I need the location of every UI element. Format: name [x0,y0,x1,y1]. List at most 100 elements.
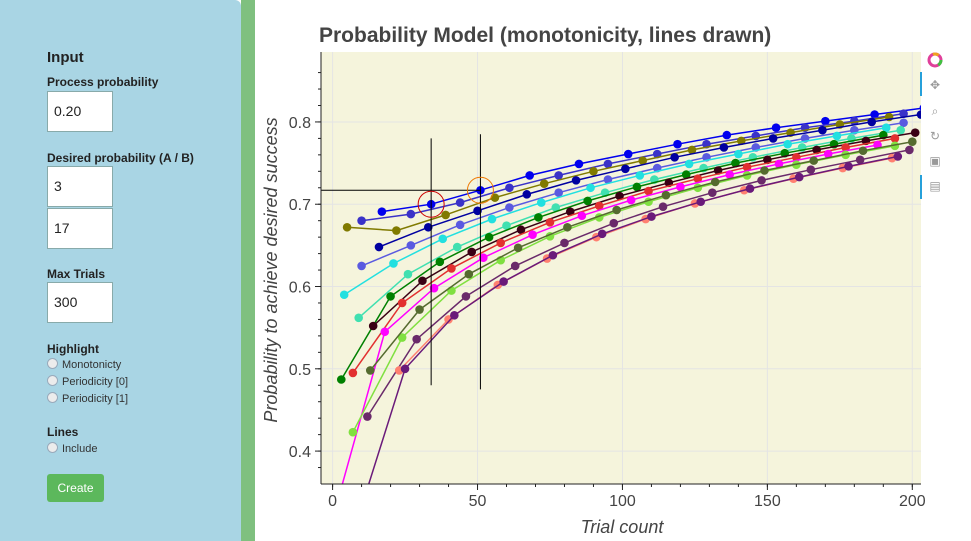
highlight-option-periodicity-1[interactable]: Periodicity [1] [47,392,128,406]
series-line-0 [381,107,921,213]
probability-chart[interactable]: 0 50 100 150 200 0.4 0.5 0.6 0.7 0.8 Probability … [255,0,971,541]
data-point [583,196,592,206]
series-layer [336,104,921,484]
create-button[interactable]: Create [47,474,104,502]
data-point [589,167,598,176]
highlight-circle [466,176,494,204]
data-point [899,118,908,128]
data-point [348,368,358,378]
series-line-4 [361,122,904,267]
radio-icon[interactable] [47,442,58,453]
data-point [455,198,465,207]
radio-icon[interactable] [47,375,58,386]
data-point [461,292,471,301]
data-point [516,225,526,235]
data-point [809,156,819,165]
series-line-9 [352,137,896,374]
data-point [464,269,474,279]
data-point [736,136,746,146]
chart-title: Probability Model (monotonicity, lines d… [319,24,771,47]
data-point [794,172,804,182]
toolbar-active-indicator [920,72,922,96]
save-icon[interactable]: ▣ [929,154,941,168]
data-point [574,159,584,169]
process-probability-input[interactable]: 0.20 [47,91,113,132]
data-point [916,110,921,119]
data-point [447,286,456,295]
data-point [392,226,401,235]
pan-icon[interactable]: ✥ [929,78,941,92]
hover-icon[interactable]: ▤ [929,179,941,193]
radio-icon[interactable] [47,392,58,403]
data-point [768,134,778,143]
data-point [893,152,903,161]
highlight-option-monotonicity[interactable]: Monotonicty [47,358,121,372]
radio-label: Periodicity [1] [62,393,129,405]
box-zoom-icon[interactable]: ⌕ [931,104,939,118]
series-line-12 [369,140,913,371]
data-point [450,311,459,320]
process-probability-label: Process probability [47,75,159,89]
x-tick-label: 200 [899,493,926,510]
data-point [389,259,398,268]
data-point [615,191,624,201]
data-point [397,333,407,342]
data-point [867,117,877,127]
data-point [855,155,865,165]
highlight-circle [417,190,445,218]
data-point [438,234,448,244]
radio-icon[interactable] [47,358,58,369]
lines-option-include[interactable]: Include [47,442,97,456]
desired-probability-label: Desired probability (A / B) [47,151,194,165]
y-tick-label: 0.8 [289,115,311,132]
data-point [368,321,378,331]
desired-probability-b-input[interactable]: 17 [47,208,113,249]
data-point [496,238,506,248]
x-tick-label: 100 [609,493,636,510]
data-point [467,247,477,257]
data-point [365,366,375,375]
data-point [510,261,520,271]
data-point [725,170,734,179]
data-point [635,171,645,180]
data-point [881,123,891,133]
data-point [652,149,662,159]
data-point [487,214,497,224]
data-point [644,186,653,196]
x-tick-label: 50 [469,493,487,510]
data-point [406,209,416,219]
data-point [609,218,619,228]
highlight-option-periodicity-0[interactable]: Periodicity [0] [47,375,128,389]
data-point [380,327,390,337]
y-tick-label: 0.5 [289,362,311,379]
data-point [757,176,766,185]
data-point [910,128,920,137]
data-point [626,195,636,205]
y-tick-label: 0.4 [289,444,311,461]
data-point [354,313,363,323]
data-point [908,137,917,146]
lines-label: Lines [47,425,79,439]
data-point [397,298,407,308]
desired-probability-a-input[interactable]: 3 [47,166,113,207]
max-trials-input[interactable]: 300 [47,282,113,323]
data-point [713,166,723,175]
crosshair-overlay [321,134,494,390]
data-point [554,171,563,180]
bokeh-logo-icon[interactable] [927,52,943,68]
data-point [623,149,633,159]
series-line-3 [378,113,921,248]
data-point [536,198,546,207]
y-axis-label: Probability to achieve desired success [261,117,281,422]
data-point [890,141,900,151]
data-point [528,230,537,239]
data-point [812,145,821,155]
data-point [708,188,717,198]
data-point [890,134,900,143]
reset-icon[interactable]: ↻ [929,129,941,143]
series-line-1 [361,112,904,222]
data-point [745,184,755,193]
data-point [418,276,427,286]
data-point [841,143,850,152]
data-point [844,162,853,171]
